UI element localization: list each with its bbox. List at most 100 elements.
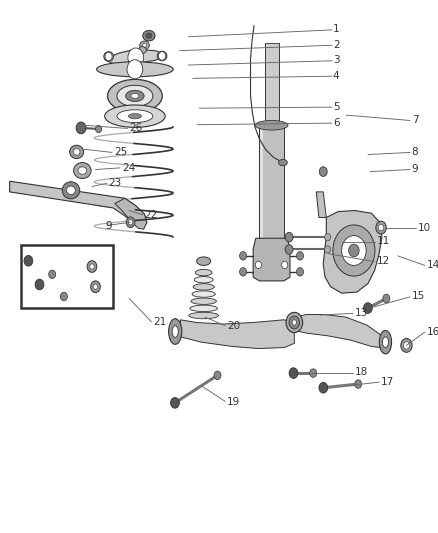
Circle shape bbox=[126, 217, 135, 228]
Ellipse shape bbox=[62, 182, 80, 199]
Text: 16: 16 bbox=[427, 327, 438, 336]
Circle shape bbox=[240, 268, 247, 276]
Circle shape bbox=[289, 316, 300, 329]
Circle shape bbox=[310, 369, 317, 377]
Circle shape bbox=[90, 264, 94, 269]
Circle shape bbox=[349, 244, 359, 257]
Text: 19: 19 bbox=[227, 397, 240, 407]
Circle shape bbox=[255, 261, 261, 269]
Polygon shape bbox=[316, 192, 326, 217]
Circle shape bbox=[325, 246, 331, 253]
Ellipse shape bbox=[157, 51, 167, 61]
Circle shape bbox=[95, 125, 102, 133]
Ellipse shape bbox=[193, 284, 214, 290]
Circle shape bbox=[93, 284, 98, 289]
Text: 17: 17 bbox=[381, 377, 394, 386]
Circle shape bbox=[383, 294, 390, 303]
Ellipse shape bbox=[382, 337, 389, 348]
Text: 8: 8 bbox=[412, 147, 418, 157]
Bar bbox=[260, 129, 263, 246]
Ellipse shape bbox=[70, 145, 84, 159]
Circle shape bbox=[403, 342, 410, 349]
Polygon shape bbox=[294, 314, 382, 348]
Circle shape bbox=[292, 320, 297, 325]
Ellipse shape bbox=[195, 269, 212, 276]
Circle shape bbox=[401, 338, 412, 352]
Circle shape bbox=[24, 255, 33, 266]
Ellipse shape bbox=[131, 94, 139, 99]
Text: 20: 20 bbox=[227, 321, 240, 331]
Circle shape bbox=[282, 261, 288, 269]
Ellipse shape bbox=[96, 62, 173, 77]
Ellipse shape bbox=[74, 163, 91, 179]
Circle shape bbox=[319, 167, 327, 176]
Ellipse shape bbox=[107, 79, 162, 112]
Circle shape bbox=[297, 268, 304, 276]
Ellipse shape bbox=[189, 312, 219, 319]
Ellipse shape bbox=[143, 30, 155, 41]
Ellipse shape bbox=[169, 319, 182, 344]
Ellipse shape bbox=[197, 257, 211, 265]
Polygon shape bbox=[323, 211, 382, 293]
Circle shape bbox=[319, 382, 328, 393]
Circle shape bbox=[364, 303, 372, 313]
Circle shape bbox=[170, 398, 179, 408]
Circle shape bbox=[376, 221, 386, 234]
Text: 23: 23 bbox=[109, 179, 122, 188]
Ellipse shape bbox=[172, 326, 178, 337]
Polygon shape bbox=[253, 238, 290, 281]
Ellipse shape bbox=[379, 330, 392, 354]
Text: 12: 12 bbox=[377, 256, 390, 266]
Text: 18: 18 bbox=[355, 367, 368, 377]
Ellipse shape bbox=[67, 186, 75, 195]
Circle shape bbox=[285, 245, 293, 254]
Text: 10: 10 bbox=[418, 223, 431, 232]
Ellipse shape bbox=[140, 41, 149, 50]
Ellipse shape bbox=[142, 44, 147, 47]
Text: 11: 11 bbox=[377, 237, 390, 246]
Ellipse shape bbox=[194, 277, 213, 283]
Circle shape bbox=[60, 292, 67, 301]
Ellipse shape bbox=[126, 90, 144, 101]
Text: 9: 9 bbox=[105, 221, 112, 231]
Ellipse shape bbox=[190, 305, 217, 312]
Circle shape bbox=[333, 225, 375, 276]
Text: 26: 26 bbox=[129, 124, 142, 133]
Ellipse shape bbox=[117, 110, 153, 123]
Text: 2: 2 bbox=[333, 40, 339, 50]
Text: 15: 15 bbox=[412, 292, 425, 301]
Ellipse shape bbox=[117, 85, 153, 107]
Ellipse shape bbox=[192, 291, 215, 297]
Circle shape bbox=[127, 60, 143, 79]
Circle shape bbox=[289, 368, 298, 378]
Ellipse shape bbox=[255, 120, 288, 130]
Text: 24: 24 bbox=[122, 163, 135, 173]
Ellipse shape bbox=[191, 298, 216, 304]
Ellipse shape bbox=[286, 312, 303, 333]
Text: 3: 3 bbox=[333, 55, 339, 65]
Circle shape bbox=[159, 52, 166, 60]
Bar bbox=[259, 127, 284, 248]
Polygon shape bbox=[105, 50, 166, 67]
Bar bbox=[21, 245, 113, 308]
Text: 1: 1 bbox=[333, 25, 339, 34]
Ellipse shape bbox=[105, 105, 165, 127]
Circle shape bbox=[325, 233, 331, 241]
Polygon shape bbox=[115, 198, 147, 229]
Circle shape bbox=[240, 252, 247, 260]
Ellipse shape bbox=[279, 159, 287, 166]
Text: 25: 25 bbox=[114, 148, 127, 157]
Circle shape bbox=[87, 261, 97, 272]
Circle shape bbox=[378, 224, 384, 231]
Bar bbox=[265, 43, 279, 127]
Ellipse shape bbox=[138, 47, 146, 53]
Circle shape bbox=[342, 236, 366, 265]
Circle shape bbox=[105, 52, 112, 61]
Ellipse shape bbox=[104, 52, 113, 61]
Text: 6: 6 bbox=[333, 118, 339, 127]
Circle shape bbox=[91, 281, 100, 293]
Circle shape bbox=[35, 279, 44, 290]
Circle shape bbox=[128, 220, 133, 225]
Circle shape bbox=[297, 252, 304, 260]
Text: 13: 13 bbox=[355, 308, 368, 318]
